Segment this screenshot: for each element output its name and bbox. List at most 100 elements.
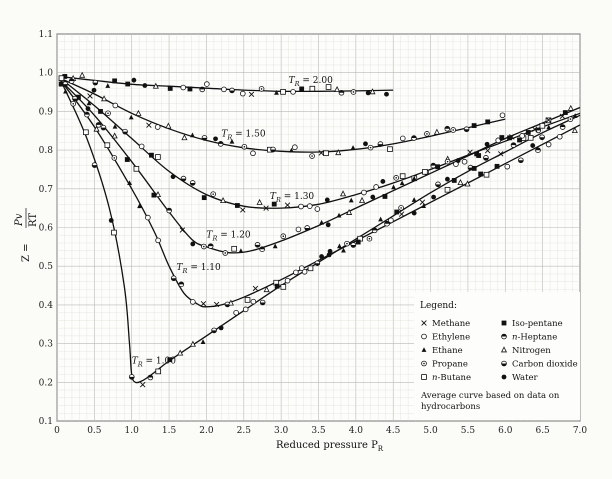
marker-filled-triangle [378, 216, 384, 222]
marker-filled-circle [170, 174, 176, 180]
marker-half-circle [411, 135, 417, 141]
marker-open-triangle [79, 71, 86, 78]
marker-open-circle [292, 144, 298, 151]
marker-open-circle [233, 309, 239, 316]
marker-open-square [421, 374, 427, 380]
marker-filled-circle [445, 176, 450, 182]
marker-open-circle [112, 102, 119, 109]
marker-half-circle-lower [91, 162, 98, 168]
marker-open-triangle [457, 179, 464, 186]
marker-filled-triangle [86, 100, 92, 106]
marker-half-circle-lower [180, 175, 187, 182]
marker-filled-circle [411, 210, 417, 216]
marker-open-triangle [335, 149, 342, 156]
x-tick-label: 1.5 [162, 426, 177, 436]
marker-half-circle-lower [122, 128, 128, 135]
marker-x [179, 227, 186, 233]
marker-half-circle [535, 147, 541, 153]
marker-x [87, 93, 93, 99]
marker-circle-dot [421, 360, 427, 367]
marker-half-circle [444, 125, 451, 132]
marker-open-circle [239, 90, 246, 97]
marker-open-circle [242, 306, 249, 313]
marker-open-triangle [339, 190, 347, 197]
marker-half-circle-lower [189, 180, 196, 186]
marker-x [200, 301, 207, 307]
marker-open-triangle [433, 128, 440, 135]
marker-open-circle [284, 277, 291, 284]
marker-circle-dot [450, 127, 456, 133]
marker-open-square [280, 89, 286, 95]
marker-filled-circle [319, 254, 324, 259]
marker-filled-triangle [337, 243, 342, 249]
marker-filled-square [471, 123, 477, 128]
x-axis-title: Reduced pressure PR [276, 440, 384, 453]
marker-open-square [483, 171, 490, 178]
marker-open-triangle [189, 340, 196, 347]
marker-circle-dot [280, 233, 287, 240]
marker-open-triangle [369, 88, 376, 95]
curve-label: TR = 2.00 [289, 76, 333, 88]
y-tick-label: 0.5 [39, 262, 54, 272]
marker-half-circle-lower [229, 87, 235, 94]
marker-filled-square [167, 357, 173, 363]
marker-filled-triangle [350, 145, 356, 150]
marker-open-triangle [464, 180, 471, 187]
curve-labels: TR = 2.00 TR = 1.50 TR = 1.30 TR = 1.20 TR =… [132, 76, 333, 369]
marker-filled-square [201, 195, 207, 201]
y-axis-title: Z = Pv RT [14, 208, 39, 262]
marker-open-square [387, 146, 393, 152]
marker-open-square [111, 229, 117, 236]
marker-half-circle-lower [377, 141, 384, 147]
marker-open-triangle [500, 346, 508, 353]
marker-open-square [323, 150, 329, 157]
curve-label: TR = 1.20 [206, 231, 250, 243]
y-tick-label: 0.3 [39, 340, 54, 350]
marker-half-circle [68, 78, 75, 84]
marker-circle-dot [111, 155, 118, 161]
marker-open-circle [545, 141, 552, 148]
marker-circle-dot [258, 86, 265, 92]
marker-circle-dot [241, 143, 248, 150]
marker-open-triangle [571, 127, 578, 134]
marker-half-circle [338, 89, 345, 96]
marker-filled-triangle [127, 180, 132, 186]
y-tick-label: 0.8 [39, 146, 54, 156]
marker-filled-circle [142, 83, 148, 88]
marker-half-circle-lower [304, 225, 310, 231]
marker-open-circle [138, 143, 145, 150]
marker-open-triangle [181, 134, 188, 141]
y-tick-label: 1.0 [39, 69, 54, 79]
data-points [58, 71, 578, 388]
marker-open-triangle [334, 86, 341, 93]
marker-half-circle [430, 162, 437, 169]
marker-half-circle-lower [254, 242, 261, 248]
marker-filled-square [299, 86, 305, 92]
legend-note-line2: hydrocarbons [421, 402, 480, 412]
marker-filled-triangle [399, 180, 405, 186]
marker-x [284, 202, 291, 208]
marker-filled-square [501, 320, 507, 326]
curve-label: TR = 1.30 [270, 192, 314, 204]
marker-x [146, 122, 152, 128]
y-tick-label: 0.6 [39, 224, 54, 234]
x-tick-label: 6.0 [498, 426, 513, 436]
marker-filled-triangle [336, 212, 342, 218]
marker-half-circle [259, 246, 265, 253]
marker-open-square [399, 173, 406, 179]
marker-half-circle [559, 124, 566, 130]
x-tick-label: 7.0 [573, 426, 588, 436]
marker-filled-circle [108, 218, 114, 223]
marker-filled-circle [431, 194, 436, 200]
marker-x [532, 126, 538, 132]
marker-open-circle [306, 203, 313, 209]
marker-half-circle-lower [170, 275, 177, 282]
marker-half-circle [166, 207, 172, 214]
marker-open-circle [421, 333, 427, 340]
marker-filled-triangle [137, 203, 142, 209]
marker-half-circle-lower [350, 242, 357, 248]
legend-box [414, 292, 580, 420]
marker-open-square [231, 245, 237, 252]
marker-open-square [58, 75, 65, 81]
